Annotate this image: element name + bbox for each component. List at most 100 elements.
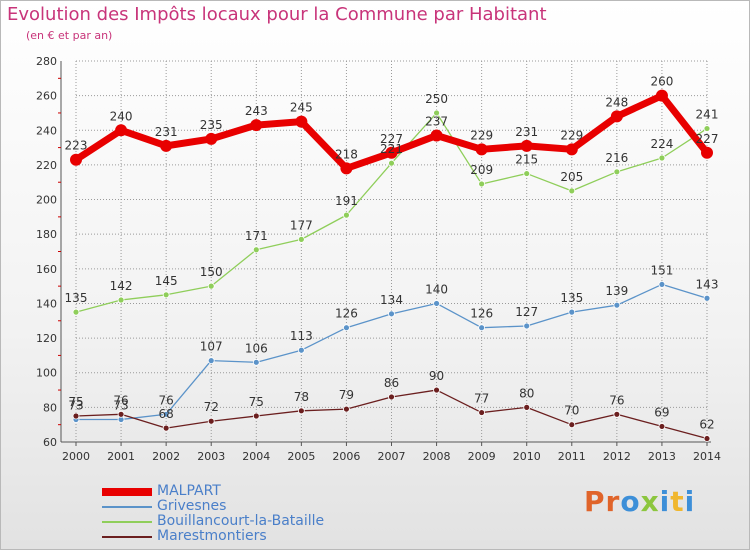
data-point-bouillancourt [162, 291, 170, 299]
data-point-bouillancourt [252, 246, 260, 254]
legend-label: MALPART [157, 483, 221, 499]
data-label-malpart: 260 [650, 75, 673, 89]
data-point-marestmontiers [117, 410, 125, 418]
data-point-bouillancourt [72, 308, 80, 316]
x-tick-label: 2002 [152, 450, 180, 463]
logo-letter: r [605, 485, 621, 518]
data-point-grivesnes [703, 294, 711, 302]
data-label-grivesnes: 106 [245, 341, 268, 355]
data-label-bouillancourt: 150 [200, 265, 223, 279]
data-point-marestmontiers [523, 403, 531, 411]
data-label-bouillancourt: 241 [696, 108, 719, 122]
legend-swatch [102, 506, 152, 508]
chart-subtitle: (en € et par an) [26, 29, 113, 42]
data-point-marestmontiers [252, 412, 260, 420]
data-point-bouillancourt [388, 159, 395, 167]
data-label-marestmontiers: 75 [249, 395, 264, 409]
data-point-grivesnes [297, 346, 305, 354]
data-label-grivesnes: 143 [696, 277, 719, 291]
data-point-grivesnes [388, 310, 395, 318]
data-point-marestmontiers [207, 417, 215, 425]
data-label-grivesnes: 140 [425, 282, 448, 296]
data-label-marestmontiers: 69 [654, 405, 669, 419]
data-label-malpart: 245 [290, 101, 313, 115]
data-point-malpart [250, 119, 263, 132]
data-point-marestmontiers [613, 410, 621, 418]
chart-title: Evolution des Impôts locaux pour la Comm… [7, 4, 547, 25]
data-label-marestmontiers: 86 [384, 376, 399, 390]
x-tick-label: 2010 [513, 450, 541, 463]
data-point-bouillancourt [703, 125, 711, 132]
data-point-malpart [475, 143, 488, 156]
y-tick-label: 80 [43, 401, 57, 414]
data-point-malpart [115, 124, 128, 137]
data-label-malpart: 248 [605, 95, 628, 109]
data-label-marestmontiers: 68 [159, 407, 174, 421]
legend-label: Marestmontiers [157, 528, 267, 544]
data-point-grivesnes [613, 301, 621, 309]
data-label-marestmontiers: 80 [519, 386, 534, 400]
data-label-grivesnes: 76 [159, 393, 174, 407]
y-tick-label: 220 [36, 159, 57, 172]
x-tick-label: 2013 [648, 450, 676, 463]
logo-letter: i [659, 485, 671, 518]
y-tick-label: 160 [36, 263, 57, 276]
data-label-bouillancourt: 221 [380, 142, 403, 156]
data-label-marestmontiers: 79 [339, 388, 354, 402]
x-tick-label: 2000 [62, 450, 90, 463]
data-point-malpart [70, 153, 82, 166]
logo-letter: i [684, 485, 696, 518]
data-label-malpart: 229 [560, 128, 583, 142]
data-point-marestmontiers [433, 386, 440, 394]
x-tick-label: 2005 [287, 450, 315, 463]
y-tick-label: 200 [36, 194, 57, 207]
logo-letter: o [620, 485, 641, 518]
data-point-malpart [520, 139, 533, 152]
y-tick-label: 280 [36, 55, 57, 68]
data-label-marestmontiers: 76 [609, 393, 624, 407]
legend-swatch [102, 488, 152, 496]
data-point-marestmontiers [388, 393, 395, 401]
data-label-marestmontiers: 70 [564, 404, 579, 418]
data-point-marestmontiers [162, 424, 170, 432]
data-label-bouillancourt: 215 [515, 153, 538, 167]
data-label-malpart: 231 [155, 125, 178, 139]
data-label-malpart: 227 [380, 132, 403, 146]
y-tick-label: 180 [36, 228, 57, 241]
y-tick-label: 260 [36, 90, 57, 103]
data-label-bouillancourt: 191 [335, 194, 358, 208]
x-tick-label: 2012 [603, 450, 631, 463]
data-point-malpart [430, 129, 443, 142]
data-point-bouillancourt [523, 170, 531, 177]
data-point-bouillancourt [343, 211, 350, 219]
data-point-bouillancourt [478, 180, 486, 188]
data-label-grivesnes: 151 [650, 263, 673, 277]
logo-letter: P [584, 485, 606, 518]
x-tick-label: 2007 [378, 450, 406, 463]
data-label-marestmontiers: 77 [474, 392, 489, 406]
data-label-bouillancourt: 177 [290, 218, 313, 232]
data-point-bouillancourt [613, 168, 621, 176]
data-point-marestmontiers [568, 421, 576, 429]
data-label-malpart: 227 [696, 132, 719, 146]
x-tick-label: 2004 [242, 450, 270, 463]
x-tick-label: 2006 [332, 450, 360, 463]
data-label-grivesnes: 107 [200, 340, 223, 354]
data-point-grivesnes [478, 324, 486, 332]
data-point-malpart [340, 162, 353, 175]
data-label-malpart: 218 [335, 147, 358, 161]
data-label-malpart: 237 [425, 114, 448, 128]
x-tick-label: 2009 [468, 450, 496, 463]
data-label-grivesnes: 126 [335, 307, 358, 321]
data-point-marestmontiers [297, 407, 305, 415]
data-label-marestmontiers: 72 [204, 400, 219, 414]
data-label-grivesnes: 135 [560, 291, 583, 305]
data-label-grivesnes: 73 [113, 398, 128, 412]
data-point-grivesnes [433, 300, 440, 307]
data-label-bouillancourt: 142 [110, 279, 133, 293]
data-point-grivesnes [568, 308, 576, 316]
legend-swatch [102, 521, 152, 523]
data-label-bouillancourt: 135 [65, 291, 88, 305]
data-label-grivesnes: 126 [470, 307, 493, 321]
